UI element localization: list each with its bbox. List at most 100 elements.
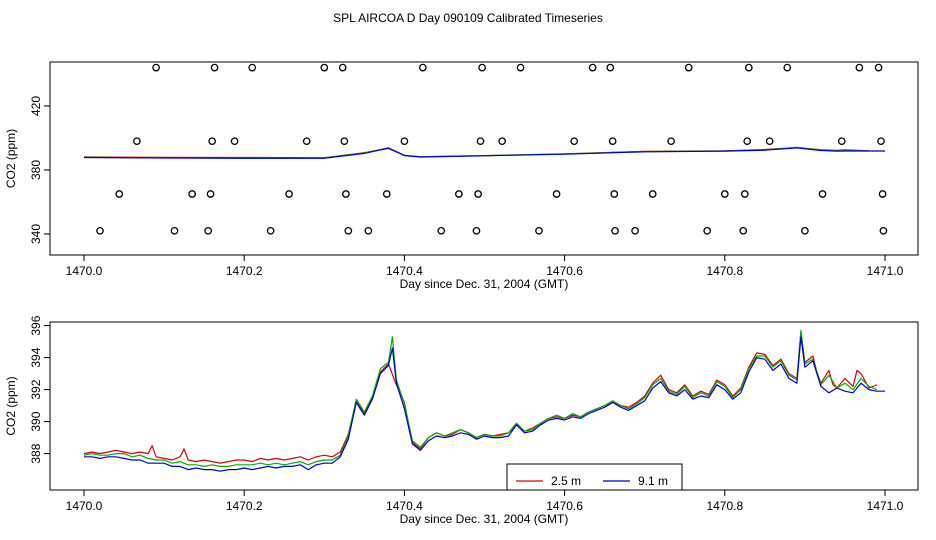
circle-marker bbox=[631, 226, 639, 235]
circle-marker bbox=[115, 190, 124, 198]
circle-marker bbox=[266, 226, 275, 235]
circle-marker bbox=[476, 137, 485, 146]
circle-marker bbox=[648, 190, 657, 198]
circle-marker bbox=[740, 190, 749, 198]
circle-marker bbox=[877, 137, 885, 146]
x-tick-label: 1471.0 bbox=[867, 264, 904, 278]
legend-box bbox=[506, 463, 683, 491]
circle-marker bbox=[206, 190, 215, 198]
circle-marker bbox=[874, 63, 883, 72]
circle-marker bbox=[818, 190, 827, 198]
circle-marker bbox=[455, 190, 463, 198]
circle-marker bbox=[152, 63, 160, 72]
series-line-9-1-m bbox=[84, 336, 885, 472]
circle-marker bbox=[570, 137, 579, 146]
y-tick-label: 392 bbox=[29, 379, 43, 399]
circle-marker bbox=[230, 137, 239, 146]
x-tick-label: 1470.0 bbox=[66, 264, 103, 278]
y-tick-label: 388 bbox=[29, 443, 43, 463]
circle-marker bbox=[879, 226, 888, 235]
circle-marker bbox=[96, 226, 104, 235]
circle-marker bbox=[342, 190, 350, 198]
circle-marker bbox=[498, 137, 506, 146]
circle-marker bbox=[133, 137, 141, 146]
circle-marker bbox=[739, 226, 748, 235]
x-tick-label: 1470.4 bbox=[386, 499, 423, 513]
circle-marker bbox=[478, 63, 486, 72]
circle-marker bbox=[400, 137, 409, 146]
circle-marker bbox=[188, 190, 196, 198]
series-line-green bbox=[83, 329, 878, 467]
circle-marker bbox=[340, 137, 349, 146]
x-tick-label: 1471.0 bbox=[867, 499, 904, 513]
top-x-axis: 1470.0 1470.2 1470.4 1470.6 1470.8 1471.0 bbox=[66, 254, 904, 278]
circle-marker bbox=[684, 63, 693, 72]
x-tick-label: 1470.4 bbox=[386, 264, 423, 278]
circle-marker bbox=[801, 226, 809, 235]
circle-marker bbox=[743, 137, 752, 146]
circle-marker bbox=[204, 226, 213, 235]
circle-marker bbox=[783, 63, 792, 72]
y-tick-label: 396 bbox=[29, 315, 43, 335]
x-tick-label: 1470.2 bbox=[226, 499, 263, 513]
legend-label-2-5m: 2.5 m bbox=[551, 474, 581, 488]
circle-marker bbox=[610, 190, 619, 198]
x-tick-label: 1470.2 bbox=[226, 264, 263, 278]
top-x-axis-label: Day since Dec. 31, 2004 (GMT) bbox=[400, 277, 569, 291]
circle-marker bbox=[878, 190, 887, 198]
circle-marker bbox=[855, 63, 864, 72]
series-line-9-1-m bbox=[83, 147, 885, 159]
y-tick-label: 380 bbox=[29, 160, 43, 180]
top-y-axis: 340 380 420 bbox=[29, 96, 50, 244]
circle-marker bbox=[210, 63, 219, 72]
x-tick-label: 1470.6 bbox=[546, 264, 583, 278]
circle-marker bbox=[611, 226, 619, 235]
circle-marker bbox=[552, 190, 561, 198]
circle-marker bbox=[667, 137, 675, 146]
circle-marker bbox=[248, 63, 257, 72]
circle-marker bbox=[588, 63, 597, 72]
x-tick-label: 1470.8 bbox=[706, 499, 743, 513]
circle-marker bbox=[302, 137, 311, 146]
circle-marker bbox=[344, 226, 353, 235]
circle-marker bbox=[703, 226, 712, 235]
circle-marker bbox=[744, 63, 753, 72]
circle-marker bbox=[472, 226, 481, 235]
circle-marker bbox=[285, 190, 293, 198]
legend-label-9-1m: 9.1 m bbox=[638, 474, 668, 488]
bottom-series-lines bbox=[83, 329, 885, 472]
circle-marker bbox=[606, 63, 615, 72]
circle-marker bbox=[474, 190, 482, 198]
circle-marker bbox=[720, 190, 729, 198]
y-tick-label: 420 bbox=[29, 96, 43, 116]
x-tick-label: 1470.8 bbox=[706, 264, 743, 278]
bottom-y-axis-label: CO2 (ppm) bbox=[4, 376, 18, 435]
top-panel: 1470.0 1470.2 1470.4 1470.6 1470.8 1471.0 340… bbox=[4, 61, 919, 291]
y-tick-label: 394 bbox=[29, 347, 43, 367]
circle-marker bbox=[170, 226, 179, 235]
y-tick-label: 390 bbox=[29, 411, 43, 431]
bottom-y-axis: 388 390 392 394 396 bbox=[29, 315, 50, 464]
bottom-x-axis: 1470.0 1470.2 1470.4 1470.6 1470.8 1471.0 bbox=[66, 489, 904, 513]
bottom-panel: 1470.0 1470.2 1470.4 1470.6 1470.8 1471.0 388… bbox=[4, 315, 919, 526]
bottom-x-axis-label: Day since Dec. 31, 2004 (GMT) bbox=[400, 512, 569, 526]
circle-marker bbox=[837, 137, 846, 146]
circle-marker bbox=[320, 63, 329, 72]
circle-marker bbox=[382, 190, 391, 198]
x-tick-label: 1470.6 bbox=[546, 499, 583, 513]
circle-marker bbox=[765, 137, 774, 146]
circle-marker bbox=[437, 226, 446, 235]
circle-marker bbox=[516, 63, 525, 72]
circle-marker bbox=[208, 137, 217, 146]
x-tick-label: 1470.0 bbox=[66, 499, 103, 513]
circle-marker bbox=[535, 226, 543, 235]
circle-marker bbox=[608, 137, 617, 146]
legend: 2.5 m 9.1 m bbox=[506, 463, 683, 491]
y-tick-label: 340 bbox=[29, 224, 43, 244]
circle-marker bbox=[418, 63, 427, 72]
circle-marker bbox=[338, 63, 347, 72]
figure-title: SPL AIRCOA D Day 090109 Calibrated Times… bbox=[333, 11, 603, 25]
circle-marker bbox=[364, 226, 373, 235]
